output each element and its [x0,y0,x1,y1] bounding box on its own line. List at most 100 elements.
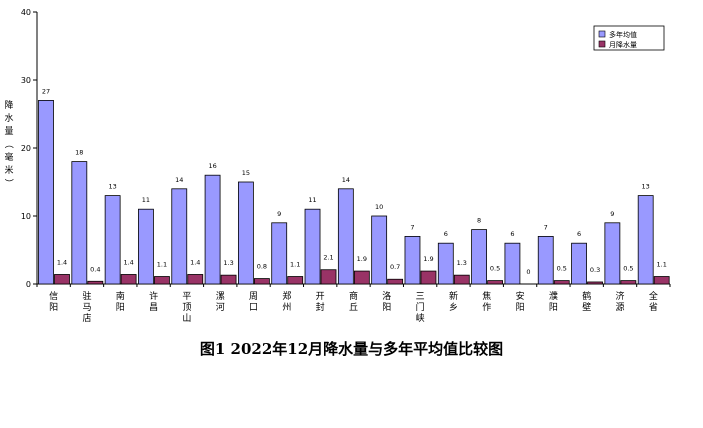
x-category-label: 周 [249,291,258,302]
y-axis-label-char: 毫 [4,151,13,163]
x-category-label: 焦 [482,290,491,302]
data-label: 1.9 [423,255,433,263]
data-label: 6 [444,230,448,238]
x-category-label: 濮 [549,290,558,302]
bar-月降水量 [487,280,504,285]
data-label: 0.4 [90,265,100,273]
data-label: 13 [108,183,116,191]
bar-多年均值 [337,188,354,285]
bar-月降水量 [387,278,404,285]
bar-月降水量 [120,274,137,285]
data-label: 10 [375,203,383,211]
x-category-label: 阳 [116,302,125,313]
x-category-label: 河 [216,301,225,313]
data-label: 16 [208,162,216,170]
bar-多年均值 [537,235,554,285]
y-tick-label: 10 [21,212,31,221]
bar-月降水量 [320,269,337,285]
y-tick-label: 40 [21,8,31,17]
data-label: 2.1 [323,254,333,262]
data-label: 7 [410,223,414,231]
bar-多年均值 [204,174,221,285]
x-category-label: 许 [149,290,158,302]
data-label: 11 [308,196,316,204]
y-axis-label-char: ） [3,178,14,187]
data-label: 1.4 [123,258,133,266]
bar-多年均值 [604,222,621,285]
bar-月降水量 [653,276,670,285]
data-label: 1.3 [223,259,233,267]
bar-月降水量 [420,270,437,285]
data-label: 8 [477,217,481,225]
x-category-label: 安 [516,290,525,302]
x-category-label: 平 [182,291,191,302]
bar-多年均值 [437,242,454,285]
x-category-label: 门 [416,301,425,313]
x-category-label: 州 [282,302,291,313]
bar-多年均值 [471,229,488,285]
y-axis-label-char: 降 [4,99,13,111]
x-category-label: 峡 [416,312,425,324]
bar-多年均值 [571,242,587,285]
data-label: 1.9 [357,255,367,263]
data-label: 1.4 [57,258,67,266]
data-label: 1.1 [657,261,667,269]
data-label: 1.1 [157,261,167,269]
bar-多年均值 [637,195,654,285]
data-label: 14 [175,176,183,184]
x-category-label: 昌 [149,302,158,313]
data-label: 0.7 [390,263,400,271]
bar-月降水量 [587,281,603,285]
x-category-label: 新 [449,290,458,302]
data-label: 13 [642,183,650,191]
bar-月降水量 [220,274,237,285]
x-category-label: 信 [49,290,58,302]
x-category-label: 源 [616,302,625,313]
data-label: 0.8 [257,263,267,271]
x-category-label: 马 [82,302,91,313]
y-axis-label-char: 水 [4,112,13,124]
bar-多年均值 [171,188,188,285]
data-label: 1.4 [190,258,200,266]
x-category-label: 店 [82,312,91,324]
data-label: 0.5 [623,265,633,273]
data-label: 1.3 [457,259,467,267]
y-tick-label: 30 [21,76,31,85]
x-category-label: 洛 [382,290,391,302]
chart-title: 图1 2022年12月降水量与多年平均值比较图 [199,340,504,358]
data-label: 7 [544,223,548,231]
legend-label: 多年均值 [609,30,637,39]
bar-月降水量 [453,274,470,285]
y-tick-label: 0 [26,280,31,289]
x-category-label: 壁 [582,301,591,313]
bar-多年均值 [271,222,288,285]
bar-月降水量 [187,274,204,285]
bar-月降水量 [287,276,304,285]
x-category-label: 商 [349,290,358,302]
x-category-label: 作 [482,301,491,313]
x-category-label: 济 [616,290,625,302]
x-category-label: 乡 [449,302,458,313]
x-category-label: 三 [416,292,425,302]
bar-月降水量 [353,270,370,285]
y-axis-label-char: 量 [4,126,13,137]
bar-多年均值 [304,208,321,285]
bar-多年均值 [504,242,521,285]
legend-swatch [598,30,606,38]
x-category-label: 阳 [549,302,558,313]
data-labels: 27 1.4 18 0.4 13 1.4 11 1.1 14 1.4 16 1.3 15 0.8 9 1.1 1… [42,87,667,276]
y-axis-label-char: （ [3,139,14,148]
x-category-label: 全 [649,290,658,302]
x-category-label: 阳 [49,302,58,313]
x-category-label: 驻 [82,291,91,302]
x-category-label: 郑 [282,290,291,302]
bars [38,100,670,285]
data-label: 18 [75,149,83,157]
x-category-label: 漯 [216,291,225,302]
data-label: 0.3 [590,266,600,274]
bar-月降水量 [620,280,637,285]
data-label: 11 [142,196,150,204]
y-axis-label: 降水量 （ 毫米 ） [3,99,14,188]
bar-月降水量 [553,280,570,285]
